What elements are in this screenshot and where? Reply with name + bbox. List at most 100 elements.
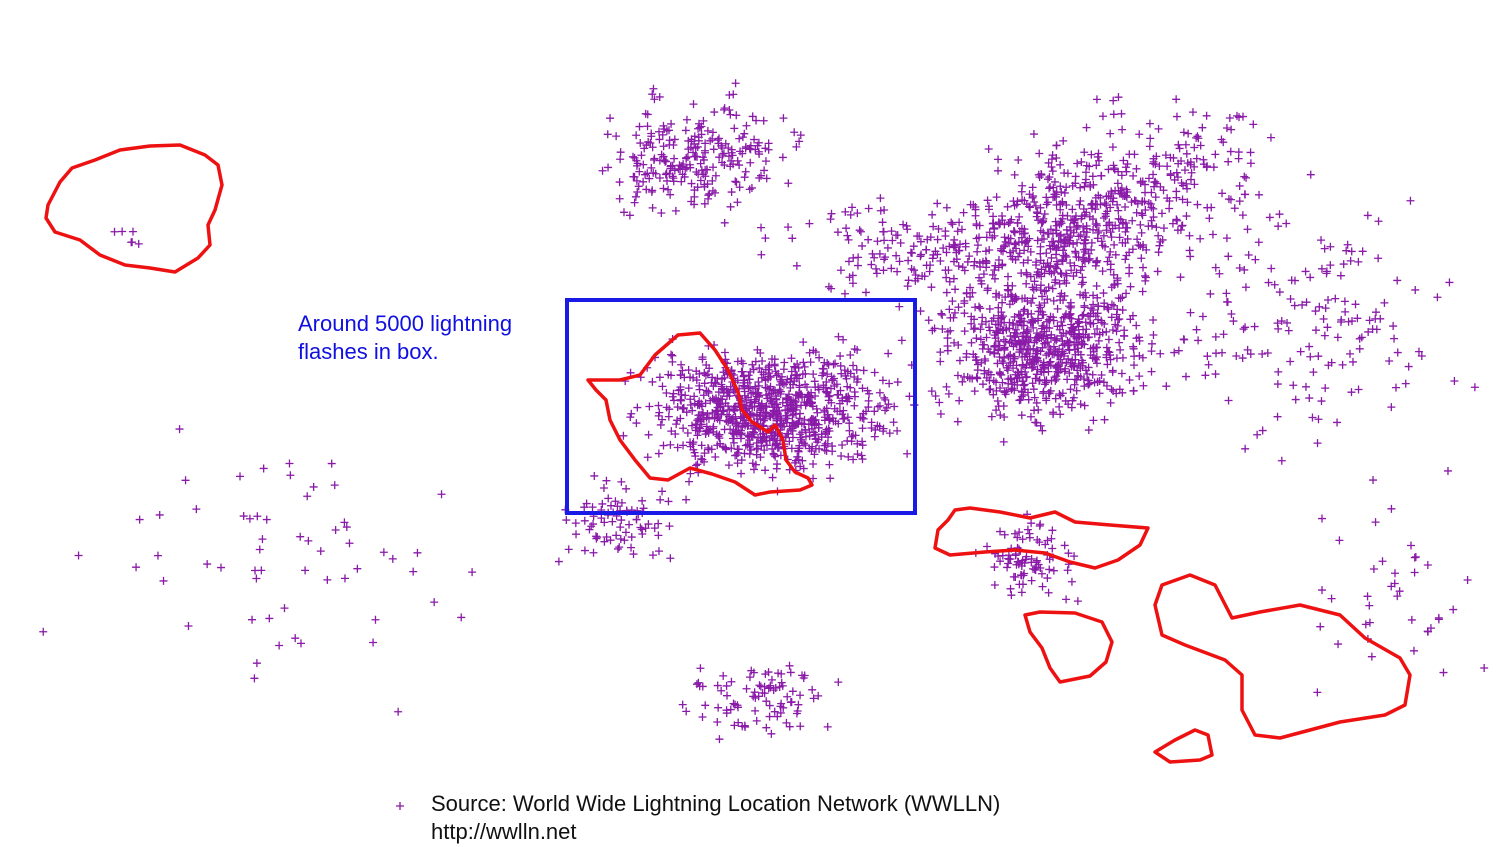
strike-plus-icon: [1074, 232, 1083, 241]
strike-plus-icon: [767, 675, 776, 684]
strike-plus-icon: [730, 124, 739, 133]
strike-plus-icon: [1314, 415, 1323, 424]
strike-plus-icon: [960, 372, 969, 381]
strike-plus-icon: [1042, 317, 1051, 326]
strike-plus-icon: [887, 264, 896, 273]
strike-plus-icon: [1038, 582, 1047, 591]
strike-plus-icon: [1358, 247, 1367, 256]
strike-plus-icon: [630, 153, 639, 162]
strike-plus-icon: [827, 284, 836, 293]
strike-plus-icon: [890, 402, 899, 411]
strike-plus-icon: [1242, 173, 1251, 182]
strike-plus-icon: [673, 416, 682, 425]
strike-plus-icon: [598, 166, 607, 175]
strike-plus-icon: [738, 359, 747, 368]
strike-plus-icon: [1113, 274, 1122, 283]
strike-plus-icon: [729, 90, 738, 99]
strike-plus-icon: [746, 158, 755, 167]
strike-plus-icon: [1046, 345, 1055, 354]
strike-plus-icon: [670, 154, 679, 163]
strike-plus-icon: [1108, 366, 1117, 375]
strike-plus-icon: [955, 356, 964, 365]
strike-plus-icon: [1060, 541, 1069, 550]
strike-plus-icon: [904, 276, 913, 285]
strike-plus-icon: [1157, 209, 1166, 218]
strike-plus-icon: [996, 527, 1005, 536]
strike-plus-icon: [1222, 289, 1231, 298]
strike-plus-icon: [817, 430, 826, 439]
strike-plus-icon: [760, 166, 769, 175]
strike-plus-icon: [787, 396, 796, 405]
strike-plus-icon: [893, 231, 902, 240]
strike-plus-icon: [1121, 202, 1130, 211]
strike-plus-icon: [980, 366, 989, 375]
strike-plus-icon: [631, 192, 640, 201]
strike-plus-icon: [678, 170, 687, 179]
strike-plus-icon: [1357, 333, 1366, 342]
strike-plus-icon: [1115, 189, 1124, 198]
strike-plus-icon: [1056, 355, 1065, 364]
strike-plus-icon: [690, 132, 699, 141]
island-lanai: [1023, 610, 1114, 684]
strike-plus-icon: [895, 302, 904, 311]
strike-plus-icon: [626, 368, 635, 377]
strike-plus-icon: [1070, 261, 1079, 270]
strike-plus-icon: [730, 406, 739, 415]
strike-plus-icon: [654, 519, 663, 528]
strike-plus-icon: [1190, 180, 1199, 189]
strike-plus-icon: [612, 531, 621, 540]
strike-plus-icon: [787, 444, 796, 453]
strike-plus-icon: [870, 407, 879, 416]
strike-plus-icon: [1409, 646, 1418, 655]
strike-plus-icon: [1222, 234, 1231, 243]
strike-plus-icon: [259, 464, 268, 473]
strike-plus-icon: [739, 371, 748, 380]
strike-plus-icon: [1089, 300, 1098, 309]
strike-plus-icon: [768, 473, 777, 482]
strike-plus-icon: [1092, 221, 1101, 230]
strike-plus-icon: [709, 163, 718, 172]
strike-plus-icon: [729, 438, 738, 447]
strike-plus-icon: [1095, 330, 1104, 339]
strike-plus-icon: [1141, 205, 1150, 214]
strike-plus-icon: [700, 379, 709, 388]
strike-plus-icon: [1023, 310, 1032, 319]
strike-plus-icon: [1065, 369, 1074, 378]
strike-plus-icon: [674, 386, 683, 395]
strike-plus-icon: [695, 381, 704, 390]
strike-plus-icon: [765, 412, 774, 421]
strike-plus-icon: [1091, 261, 1100, 270]
strike-plus-icon: [673, 443, 682, 452]
strike-plus-icon: [1082, 168, 1090, 177]
strike-plus-icon: [745, 383, 754, 392]
strike-plus-icon: [729, 414, 738, 423]
strike-plus-icon: [899, 220, 908, 229]
strike-plus-icon: [824, 392, 833, 401]
strike-plus-icon: [787, 367, 796, 376]
strike-plus-icon: [1025, 533, 1034, 542]
strike-plus-icon: [828, 447, 837, 456]
strike-plus-icon: [1055, 325, 1064, 334]
strike-plus-icon: [995, 353, 1004, 362]
strike-plus-icon: [1083, 370, 1092, 379]
strike-plus-icon: [1112, 327, 1121, 336]
strike-plus-icon: [791, 363, 800, 372]
strike-plus-icon: [371, 615, 380, 624]
strike-plus-icon: [717, 410, 726, 419]
strike-plus-icon: [1121, 239, 1130, 248]
strike-plus-icon: [1067, 403, 1076, 412]
strike-plus-icon: [1049, 296, 1058, 305]
strike-plus-icon: [786, 698, 795, 707]
strike-plus-icon: [999, 437, 1008, 446]
strike-plus-icon: [1348, 357, 1357, 366]
source-credit: Source: World Wide Lightning Location Ne…: [431, 790, 1000, 846]
strike-plus-icon: [1083, 376, 1092, 385]
strike-plus-icon: [1407, 615, 1416, 624]
strike-plus-icon: [327, 459, 336, 468]
strike-plus-icon: [726, 705, 735, 714]
strike-plus-icon: [708, 128, 717, 137]
strike-plus-icon: [975, 302, 984, 311]
strike-plus-icon: [801, 369, 810, 378]
strike-plus-icon: [837, 451, 846, 460]
strike-plus-icon: [928, 210, 937, 219]
